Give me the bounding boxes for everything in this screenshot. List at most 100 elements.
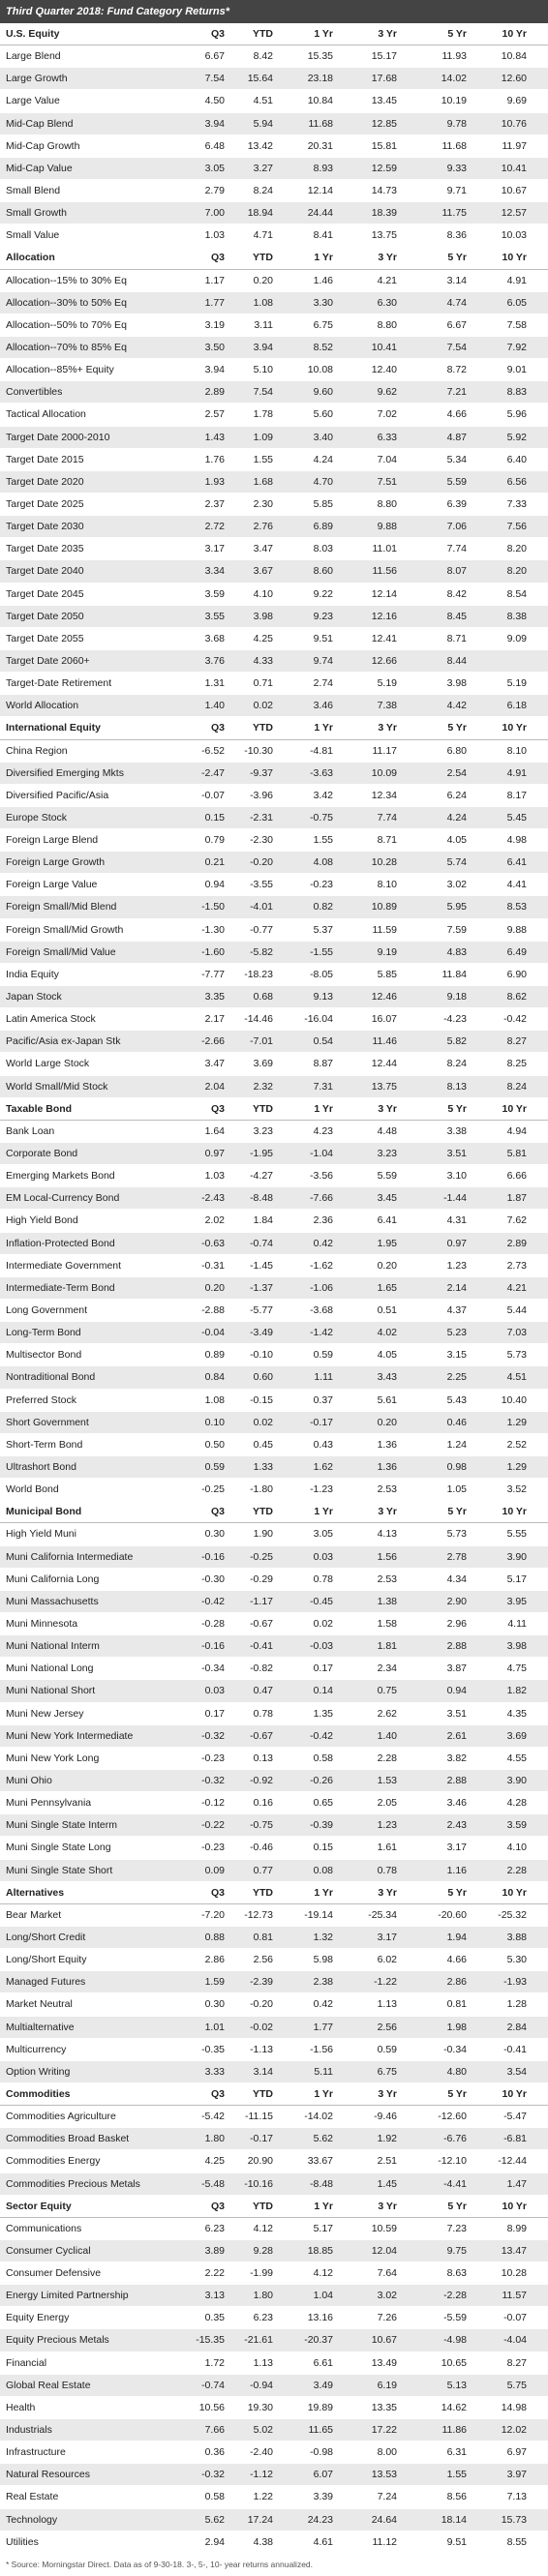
return-value: 2.61 [446,1729,467,1742]
data-row: Infrastructure 0.36 -2.40 -0.98 8.00 6.31 6.97 [0,2441,548,2465]
return-value: 1.22 [253,2491,273,2503]
return-value: 5.94 [253,117,273,130]
data-row: Small Value 1.03 4.71 8.41 13.75 8.36 10.03 [0,225,548,248]
return-value: 6.33 [377,431,397,443]
data-row: Foreign Small/Mid Growth -1.30 -0.77 5.37 11… [0,918,548,942]
return-value: 14.73 [371,184,397,196]
return-value: 17.68 [371,73,397,85]
data-row: Nontraditional Bond 0.84 0.60 1.11 3.43 2.25 4… [0,1366,548,1390]
data-row: Allocation--50% to 70% Eq 3.19 3.11 6.75 8.8… [0,314,548,337]
category-label: Large Value [6,95,60,107]
return-value: -8.48 [250,1192,273,1205]
return-value: 0.94 [446,1685,467,1697]
return-value: 2.04 [204,1080,225,1093]
return-value: 3.51 [446,1148,467,1160]
return-value: 5.43 [446,1393,467,1406]
return-value: 2.02 [204,1214,225,1227]
category-label: Mid-Cap Blend [6,117,74,130]
return-value: 0.15 [204,811,225,824]
return-value: 2.05 [377,1797,397,1810]
return-value: -0.17 [250,2133,273,2145]
return-value: 6.18 [506,700,527,712]
return-value: 8.42 [446,587,467,600]
return-value: -1.62 [310,1259,333,1272]
return-value: -0.17 [310,1416,333,1428]
return-value: 0.02 [253,700,273,712]
return-value: 1.46 [313,274,333,286]
return-value: 9.33 [446,162,467,174]
data-row: Health 10.56 19.30 19.89 13.35 14.62 14.98 [0,2396,548,2420]
category-label: Target Date 2015 [6,453,84,465]
section: Allocation Q3 YTD 1 Yr 3 Yr 5 Yr 10 Yr Allocati… [0,247,548,718]
return-value: 1.40 [204,700,225,712]
return-value: 2.96 [446,1617,467,1630]
return-value: 14.98 [501,2401,527,2413]
return-value: 9.88 [377,521,397,533]
return-value: -4.98 [443,2334,467,2347]
return-value: 6.61 [313,2356,333,2369]
category-label: Target Date 2050 [6,610,84,622]
category-label: Muni California Long [6,1573,100,1585]
return-value: 1.33 [253,1461,273,1473]
data-row: Consumer Defensive 2.22 -1.99 4.12 7.64 8.63 1… [0,2262,548,2286]
return-value: 5.45 [506,811,527,824]
return-value: 14.62 [441,2401,467,2413]
return-value: 13.42 [247,139,273,152]
return-value: 12.14 [371,587,397,600]
return-value: 1.03 [204,1170,225,1183]
return-value: 12.16 [371,610,397,622]
return-value: 3.40 [313,431,333,443]
return-value: -4.27 [250,1170,273,1183]
return-value: 9.69 [506,95,527,107]
data-row: World Small/Mid Stock 2.04 2.32 7.31 13.75 8.… [0,1075,548,1098]
return-value: 3.23 [377,1148,397,1160]
return-value: 2.62 [377,1707,397,1720]
return-value: -1.99 [250,2267,273,2280]
return-value: 2.28 [377,1752,397,1764]
return-value: -0.39 [310,1819,333,1832]
data-row: Short-Term Bond 0.50 0.45 0.43 1.36 1.24 2.52 [0,1433,548,1456]
return-value: 7.03 [506,1327,527,1339]
return-value: 7.02 [377,408,397,421]
data-row: Muni New Jersey 0.17 0.78 1.35 2.62 3.51 4.35 [0,1702,548,1725]
return-value: 1.08 [204,1393,225,1406]
return-value: 5.02 [253,2424,273,2437]
return-value: 3.97 [506,2469,527,2481]
return-value: 1.38 [377,1595,397,1607]
category-label: Muni New York Long [6,1752,100,1764]
return-value: 4.12 [313,2267,333,2280]
return-value: 5.81 [506,1148,527,1160]
data-row: Large Growth 7.54 15.64 23.18 17.68 14.02 12.6… [0,68,548,91]
return-value: -0.74 [250,1237,273,1249]
return-value: -0.25 [250,1550,273,1563]
category-label: Muni California Intermediate [6,1550,134,1563]
return-value: 10.09 [371,766,397,779]
category-label: Long/Short Equity [6,1954,87,1966]
data-row: Market Neutral 0.30 -0.20 0.42 1.13 0.81 1.28 [0,1993,548,2017]
return-value: -20.37 [304,2334,333,2347]
data-row: Pacific/Asia ex-Japan Stk -2.66 -7.01 0.54 1… [0,1031,548,1054]
data-row: Industrials 7.66 5.02 11.65 17.22 11.86 12.02 [0,2419,548,2442]
return-value: 0.89 [204,1349,225,1362]
return-value: 9.74 [313,654,333,667]
category-label: Target Date 2040 [6,565,84,578]
return-value: 0.20 [377,1259,397,1272]
section: Alternatives Q3 YTD 1 Yr 3 Yr 5 Yr 10 Yr Bear M… [0,1881,548,2083]
return-value: 5.73 [506,1349,527,1362]
return-value: 5.98 [313,1954,333,1966]
return-value: 1.81 [377,1640,397,1653]
return-value: -0.03 [310,1640,333,1653]
category-label: Bank Loan [6,1124,55,1137]
data-row: Target Date 2030 2.72 2.76 6.89 9.88 7.06 7.56 [0,516,548,539]
category-label: Natural Resources [6,2469,90,2481]
return-value: 13.45 [371,95,397,107]
return-value: 3.76 [204,654,225,667]
return-value: 11.93 [441,50,468,63]
return-value: 8.63 [446,2267,467,2280]
return-value: 3.54 [506,2065,527,2078]
return-value: 3.42 [313,789,333,801]
return-value: -0.34 [443,2043,467,2055]
return-value: 8.10 [506,744,527,757]
category-label: Short Government [6,1416,89,1428]
